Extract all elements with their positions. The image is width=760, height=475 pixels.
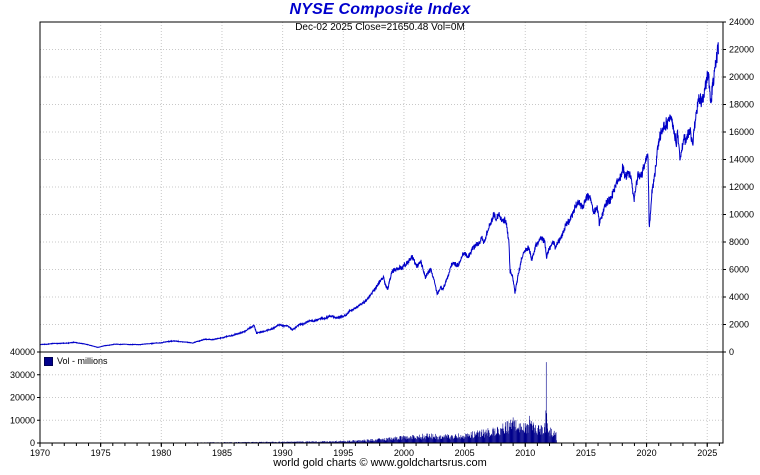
- footer-credit: world gold charts © www.goldchartsrus.co…: [273, 457, 487, 469]
- volume-legend-label: Vol - millions: [57, 356, 108, 366]
- svg-text:0: 0: [30, 438, 35, 448]
- svg-text:2010: 2010: [515, 448, 535, 458]
- svg-text:30000: 30000: [10, 370, 35, 380]
- svg-text:16000: 16000: [729, 127, 754, 137]
- svg-text:1970: 1970: [30, 448, 50, 458]
- svg-text:20000: 20000: [10, 393, 35, 403]
- svg-text:1975: 1975: [91, 448, 111, 458]
- svg-text:2000: 2000: [729, 320, 749, 330]
- volume-legend-swatch: [44, 356, 53, 366]
- svg-text:2005: 2005: [455, 448, 475, 458]
- volume-legend: Vol - millions: [44, 356, 108, 366]
- svg-text:2000: 2000: [394, 448, 414, 458]
- svg-text:6000: 6000: [729, 265, 749, 275]
- svg-text:10000: 10000: [10, 415, 35, 425]
- svg-text:22000: 22000: [729, 45, 754, 55]
- chart-title: NYSE Composite Index: [289, 1, 471, 18]
- svg-text:1985: 1985: [212, 448, 232, 458]
- svg-text:10000: 10000: [729, 210, 754, 220]
- chart-subtitle: Dec-02 2025 Close=21650.48 Vol=0M: [295, 22, 465, 33]
- svg-text:14000: 14000: [729, 155, 754, 165]
- svg-text:1990: 1990: [273, 448, 293, 458]
- svg-text:2015: 2015: [576, 448, 596, 458]
- svg-text:4000: 4000: [729, 292, 749, 302]
- svg-text:12000: 12000: [729, 182, 754, 192]
- svg-text:2025: 2025: [697, 448, 717, 458]
- svg-text:18000: 18000: [729, 100, 754, 110]
- svg-text:8000: 8000: [729, 237, 749, 247]
- svg-text:20000: 20000: [729, 72, 754, 82]
- svg-text:2020: 2020: [637, 448, 657, 458]
- svg-text:40000: 40000: [10, 347, 35, 357]
- svg-text:24000: 24000: [729, 17, 754, 27]
- svg-text:0: 0: [729, 347, 734, 357]
- svg-text:1980: 1980: [151, 448, 171, 458]
- svg-text:1995: 1995: [333, 448, 353, 458]
